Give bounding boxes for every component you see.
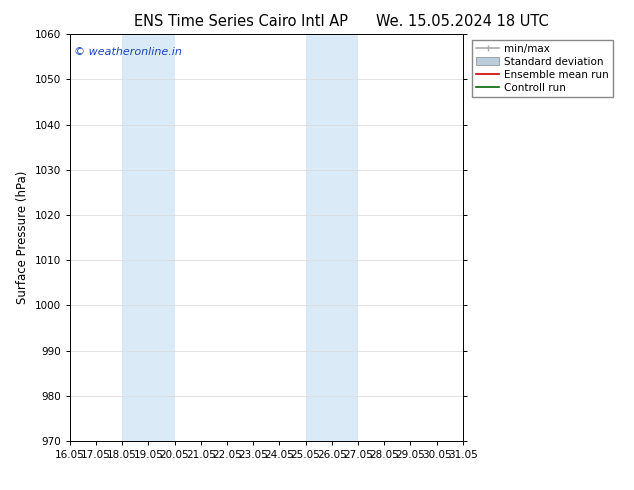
Y-axis label: Surface Pressure (hPa): Surface Pressure (hPa) xyxy=(16,171,29,304)
Text: We. 15.05.2024 18 UTC: We. 15.05.2024 18 UTC xyxy=(377,14,549,29)
Bar xyxy=(122,34,174,441)
Text: ENS Time Series Cairo Intl AP: ENS Time Series Cairo Intl AP xyxy=(134,14,348,29)
Legend: min/max, Standard deviation, Ensemble mean run, Controll run: min/max, Standard deviation, Ensemble me… xyxy=(472,40,613,97)
Bar xyxy=(306,34,358,441)
Text: © weatheronline.in: © weatheronline.in xyxy=(74,47,181,56)
